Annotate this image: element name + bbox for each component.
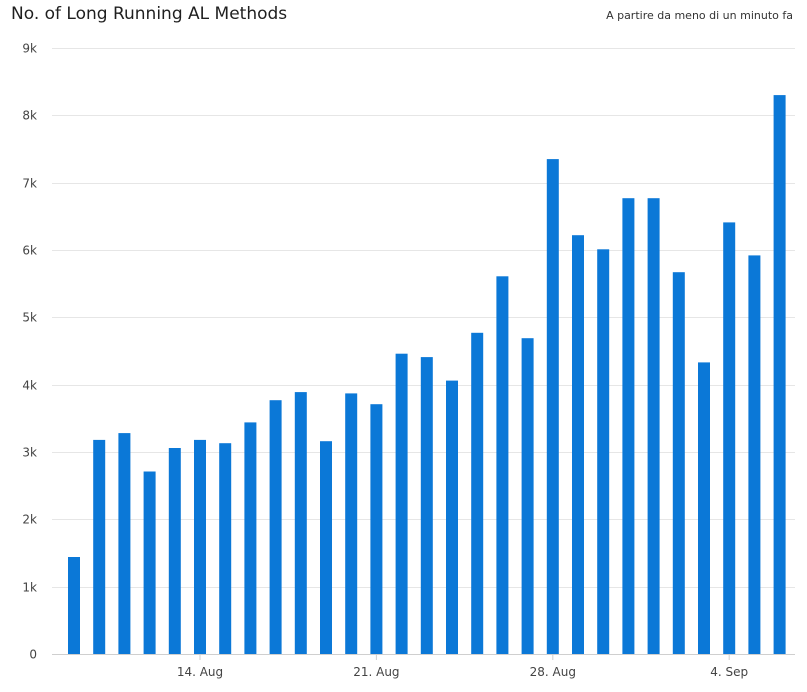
bar[interactable]: 2023-08-13: 3060 [168,448,181,654]
bar[interactable]: 2023-08-30: 6010 [597,249,610,655]
bar[interactable]: 2023-08-21: 3710 [370,404,383,654]
bars: 2023-08-09: 1440 2023-08-10: 3180 2023-08-… [68,95,786,655]
bar[interactable]: 2023-08-16: 3440 [244,422,257,654]
bar[interactable]: 2023-08-19: 3160 [320,441,332,654]
y-tick-label: 4k [22,379,37,393]
bar[interactable]: 2023-09-05: 5920 [748,255,761,654]
bar[interactable]: 2023-08-15: 3130 [219,443,232,654]
x-tick-label: 21. Aug [353,665,399,679]
bar[interactable]: 2023-08-12: 2710 [143,471,156,655]
bar[interactable]: 2023-08-26: 5610 [496,276,509,654]
bar[interactable]: 2023-08-29: 6220 [572,235,584,654]
y-tick-label: 1k [22,581,37,595]
bar[interactable]: 2023-08-11: 3280 [118,433,131,654]
bar[interactable]: 2023-08-17: 3770 [269,400,282,654]
bar[interactable]: 2023-08-31: 6770 [622,198,635,654]
bar[interactable]: 2023-08-10: 3180 [93,439,106,654]
y-tick-label: 8k [22,109,37,123]
bar[interactable]: 2023-09-04: 6410 [723,222,736,654]
bar[interactable]: 2023-08-14: 3180 [194,439,206,654]
bar[interactable]: 2023-09-03: 4330 [698,362,710,654]
x-axis-ticks: 14. Aug 21. Aug 28. Aug 4. Sep [177,665,748,679]
chart-header: No. of Long Running AL Methods A partire… [0,0,807,36]
y-tick-label: 2k [22,513,37,527]
bar[interactable]: 2023-08-27: 4690 [521,338,534,654]
bar[interactable]: 2023-08-18: 3890 [294,392,307,654]
y-tick-label: 5k [22,311,37,325]
y-axis-ticks: 0 1k 2k 3k 4k 5k 6k 7k 8k 9k [22,42,37,662]
y-tick-label: 7k [22,177,37,191]
bar[interactable]: 2023-08-20: 3870 [345,393,358,654]
x-tick-label: 14. Aug [177,665,223,679]
y-tick-label: 3k [22,446,37,460]
bar[interactable]: 2023-09-06: 8300 [773,95,786,655]
axes [52,654,795,660]
x-tick-label: 28. Aug [530,665,576,679]
bar[interactable]: 2023-08-28: 7350 [546,159,559,654]
y-tick-label: 9k [22,42,37,56]
bar[interactable]: 2023-08-23: 4410 [420,357,433,654]
last-updated-text: A partire da meno di un minuto fa [606,9,793,22]
bar[interactable]: 2023-08-22: 4460 [395,353,408,654]
bar[interactable]: 2023-09-02: 5670 [672,272,685,654]
x-tick-label: 4. Sep [710,665,748,679]
bar[interactable]: 2023-08-09: 1440 [68,557,80,654]
y-tick-label: 6k [22,244,37,258]
bar[interactable]: 2023-09-01: 6770 [647,198,660,654]
bar[interactable]: 2023-08-24: 4060 [446,380,458,654]
bar[interactable]: 2023-08-25: 4770 [471,332,484,654]
chart-title: No. of Long Running AL Methods [11,4,288,24]
y-tick-label: 0 [29,648,37,662]
